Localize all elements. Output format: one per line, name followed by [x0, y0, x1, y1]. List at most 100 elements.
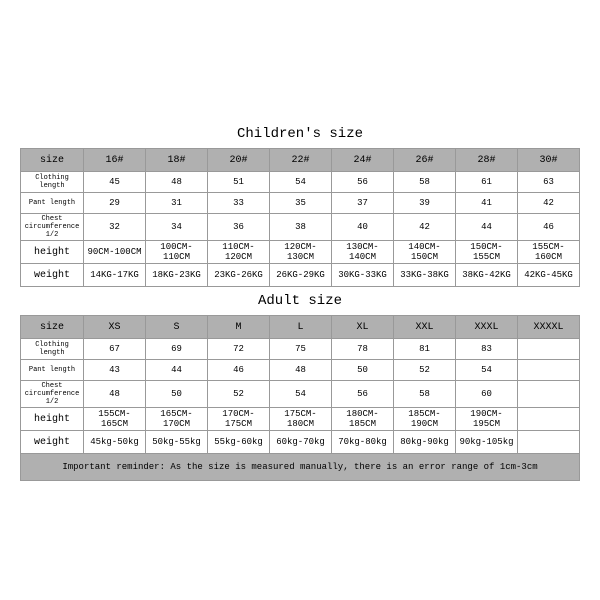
children-size-4: 24# — [332, 149, 394, 172]
children-row-3-c6: 150CM-155CM — [456, 241, 518, 264]
children-size-0: 16# — [84, 149, 146, 172]
children-size-3: 22# — [270, 149, 332, 172]
children-row-0-c1: 48 — [146, 172, 208, 193]
children-row-3-c5: 140CM-150CM — [394, 241, 456, 264]
children-row-4-c7: 42KG-45KG — [518, 264, 580, 287]
adult-row-4-c5: 80kg-90kg — [394, 431, 456, 454]
adult-header-label: size — [21, 316, 84, 339]
adult-row-1-c1: 44 — [146, 360, 208, 381]
adult-header-row: size XS S M L XL XXL XXXL XXXXL — [21, 316, 580, 339]
adult-row-2-label: Chest circumference 1/2 — [21, 381, 84, 408]
children-row-3-c4: 130CM-140CM — [332, 241, 394, 264]
children-table: size 16# 18# 20# 22# 24# 26# 28# 30# Clo… — [20, 148, 580, 287]
children-row-1-c1: 31 — [146, 193, 208, 214]
children-header-label: size — [21, 149, 84, 172]
children-row-2: Chest circumference 1/2 32 34 36 38 40 4… — [21, 214, 580, 241]
adult-size-5: XXL — [394, 316, 456, 339]
adult-row-1-c0: 43 — [84, 360, 146, 381]
adult-row-0-c3: 75 — [270, 339, 332, 360]
adult-row-3-c2: 170CM-175CM — [208, 408, 270, 431]
children-row-4-c2: 23KG-26KG — [208, 264, 270, 287]
children-title: Children's size — [0, 120, 600, 148]
children-row-1-c0: 29 — [84, 193, 146, 214]
adult-row-3-c3: 175CM-180CM — [270, 408, 332, 431]
adult-row-2-c1: 50 — [146, 381, 208, 408]
adult-row-2-c6: 60 — [456, 381, 518, 408]
children-header-row: size 16# 18# 20# 22# 24# 26# 28# 30# — [21, 149, 580, 172]
children-row-0-c0: 45 — [84, 172, 146, 193]
adult-row-2-c2: 52 — [208, 381, 270, 408]
adult-size-7: XXXXL — [518, 316, 580, 339]
adult-row-1-c6: 54 — [456, 360, 518, 381]
adult-row-3-c0: 155CM-165CM — [84, 408, 146, 431]
children-row-3-c0: 90CM-100CM — [84, 241, 146, 264]
adult-row-1: Pant length 43 44 46 48 50 52 54 — [21, 360, 580, 381]
adult-row-0-c5: 81 — [394, 339, 456, 360]
adult-row-1-c7 — [518, 360, 580, 381]
children-row-3: height 90CM-100CM 100CM-110CM 110CM-120C… — [21, 241, 580, 264]
adult-row-2-c7 — [518, 381, 580, 408]
adult-row-4-c4: 70kg-80kg — [332, 431, 394, 454]
adult-row-2-c4: 56 — [332, 381, 394, 408]
adult-row-0-c0: 67 — [84, 339, 146, 360]
children-row-0-c4: 56 — [332, 172, 394, 193]
children-row-4-c1: 18KG-23KG — [146, 264, 208, 287]
children-row-4-c0: 14KG-17KG — [84, 264, 146, 287]
children-size-5: 26# — [394, 149, 456, 172]
adult-title: Adult size — [0, 287, 600, 315]
adult-row-2-c0: 48 — [84, 381, 146, 408]
adult-table: size XS S M L XL XXL XXXL XXXXL Clothing… — [20, 315, 580, 454]
children-row-4-c6: 38KG-42KG — [456, 264, 518, 287]
children-row-4-c3: 26KG-29KG — [270, 264, 332, 287]
children-row-2-c0: 32 — [84, 214, 146, 241]
adult-row-4-c7 — [518, 431, 580, 454]
adult-row-4-c2: 55kg-60kg — [208, 431, 270, 454]
children-row-1-label: Pant length — [21, 193, 84, 214]
children-row-1-c3: 35 — [270, 193, 332, 214]
adult-row-4-c6: 90kg-105kg — [456, 431, 518, 454]
children-row-0-c5: 58 — [394, 172, 456, 193]
children-row-1-c5: 39 — [394, 193, 456, 214]
children-size-2: 20# — [208, 149, 270, 172]
children-row-2-label: Chest circumference 1/2 — [21, 214, 84, 241]
adult-row-2-c3: 54 — [270, 381, 332, 408]
adult-row-3-c4: 180CM-185CM — [332, 408, 394, 431]
adult-size-3: L — [270, 316, 332, 339]
children-row-1-c2: 33 — [208, 193, 270, 214]
adult-row-4-c0: 45kg-50kg — [84, 431, 146, 454]
children-row-0-label: Clothing length — [21, 172, 84, 193]
children-row-3-c1: 100CM-110CM — [146, 241, 208, 264]
children-row-2-c2: 36 — [208, 214, 270, 241]
children-row-1-c4: 37 — [332, 193, 394, 214]
adult-size-2: M — [208, 316, 270, 339]
adult-row-1-c2: 46 — [208, 360, 270, 381]
adult-row-3: height 155CM-165CM 165CM-170CM 170CM-175… — [21, 408, 580, 431]
adult-size-6: XXXL — [456, 316, 518, 339]
children-row-4: weight 14KG-17KG 18KG-23KG 23KG-26KG 26K… — [21, 264, 580, 287]
adult-row-4-label: weight — [21, 431, 84, 454]
adult-row-1-c3: 48 — [270, 360, 332, 381]
adult-row-3-c5: 185CM-190CM — [394, 408, 456, 431]
adult-row-0: Clothing length 67 69 72 75 78 81 83 — [21, 339, 580, 360]
adult-row-3-label: height — [21, 408, 84, 431]
adult-row-4: weight 45kg-50kg 50kg-55kg 55kg-60kg 60k… — [21, 431, 580, 454]
children-row-0-c3: 54 — [270, 172, 332, 193]
children-row-2-c3: 38 — [270, 214, 332, 241]
children-row-2-c6: 44 — [456, 214, 518, 241]
children-row-1-c7: 42 — [518, 193, 580, 214]
children-size-7: 30# — [518, 149, 580, 172]
adult-row-1-label: Pant length — [21, 360, 84, 381]
adult-row-1-c4: 50 — [332, 360, 394, 381]
children-row-3-label: height — [21, 241, 84, 264]
children-row-2-c1: 34 — [146, 214, 208, 241]
adult-row-4-c3: 60kg-70kg — [270, 431, 332, 454]
adult-size-0: XS — [84, 316, 146, 339]
children-row-2-c5: 42 — [394, 214, 456, 241]
adult-row-0-label: Clothing length — [21, 339, 84, 360]
children-row-3-c3: 120CM-130CM — [270, 241, 332, 264]
children-row-0-c2: 51 — [208, 172, 270, 193]
children-row-4-c4: 30KG-33KG — [332, 264, 394, 287]
children-row-4-c5: 33KG-38KG — [394, 264, 456, 287]
adult-row-1-c5: 52 — [394, 360, 456, 381]
children-row-4-label: weight — [21, 264, 84, 287]
